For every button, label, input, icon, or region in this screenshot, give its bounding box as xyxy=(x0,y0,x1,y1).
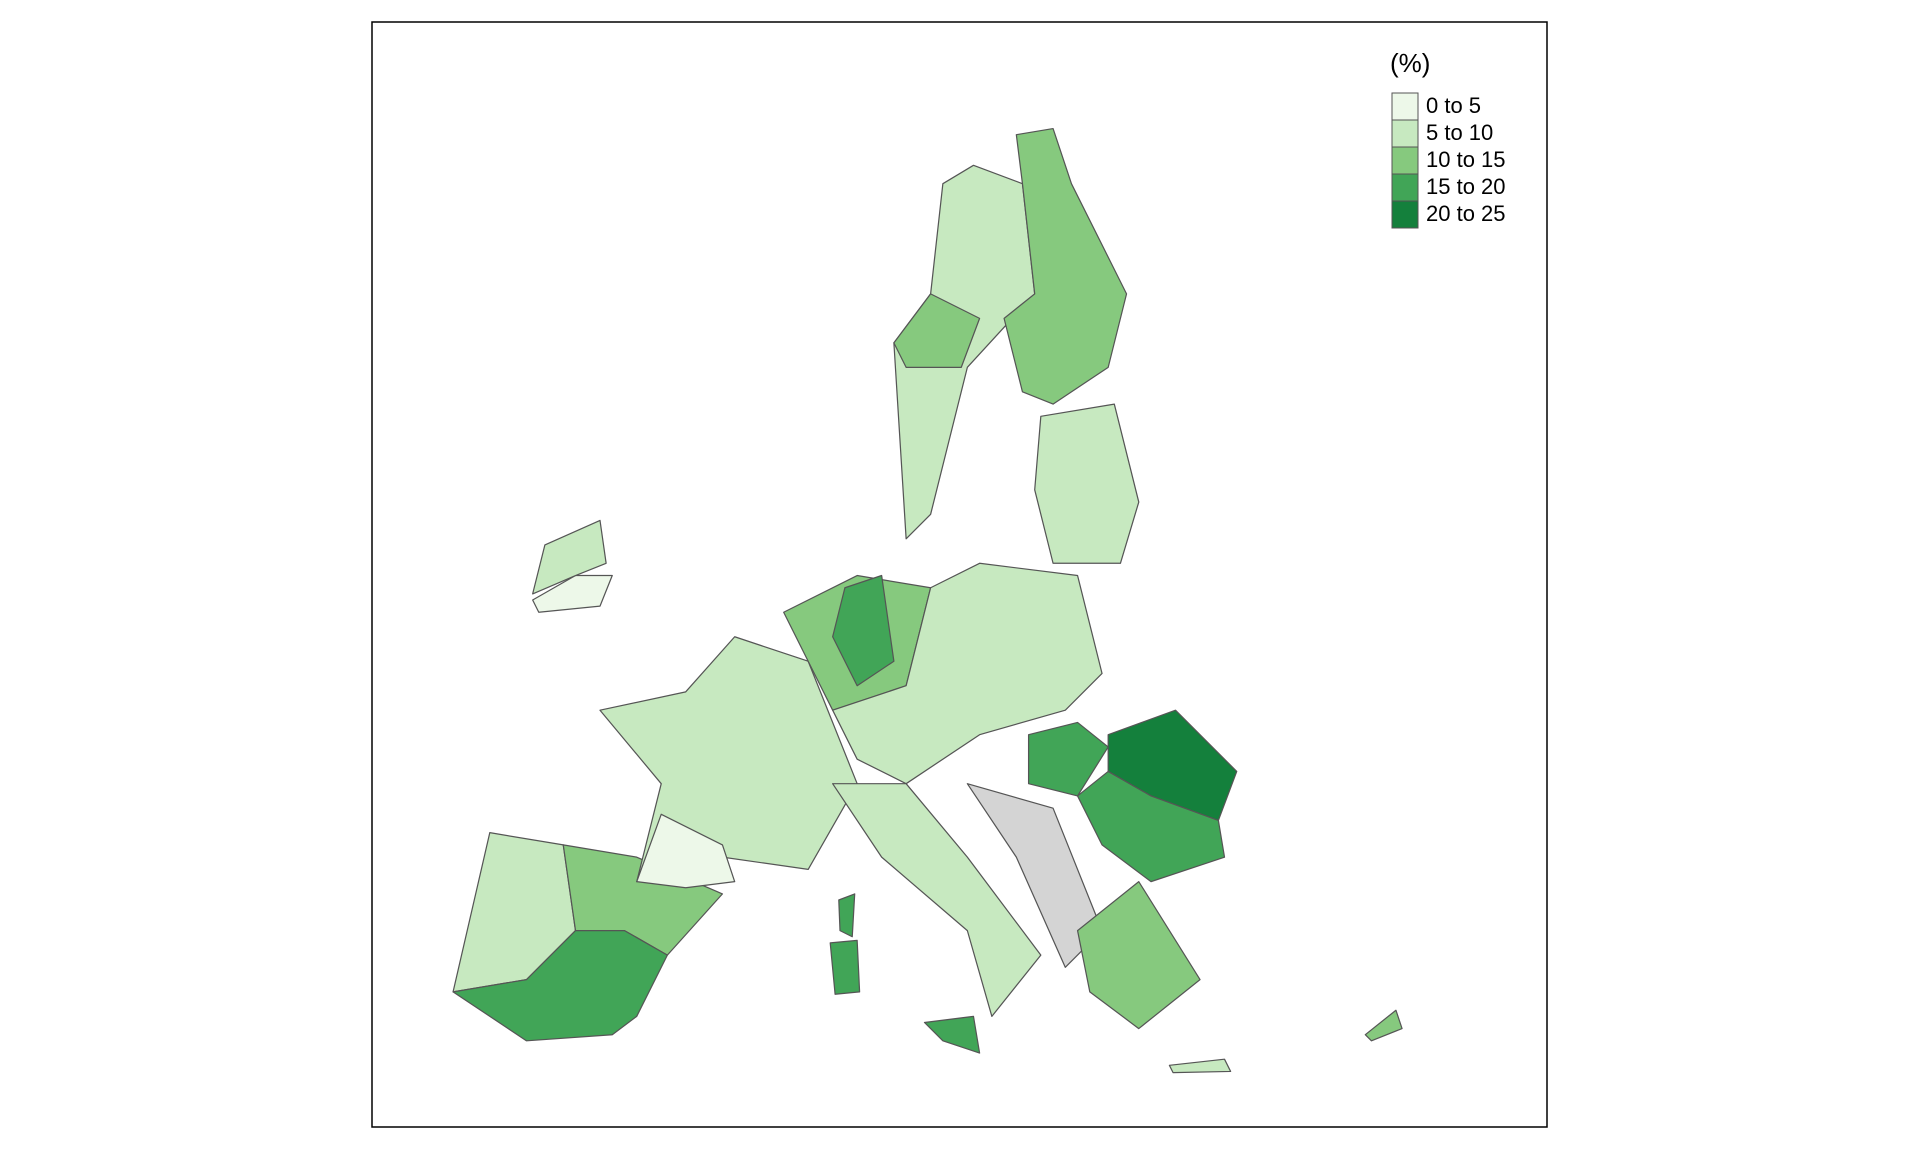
legend-swatch xyxy=(1391,92,1419,121)
legend-swatch xyxy=(1391,146,1419,175)
legend-label: 5 to 10 xyxy=(1426,120,1493,145)
legend-swatch xyxy=(1391,200,1419,229)
legend-swatch xyxy=(1391,173,1419,202)
map-regions xyxy=(452,127,1403,1074)
legend-label: 15 to 20 xyxy=(1426,174,1506,199)
legend-title: (%) xyxy=(1390,48,1430,78)
legend-label: 20 to 25 xyxy=(1426,201,1506,226)
legend-label: 0 to 5 xyxy=(1426,93,1481,118)
legend-label: 10 to 15 xyxy=(1426,147,1506,172)
legend-swatch xyxy=(1391,119,1419,148)
